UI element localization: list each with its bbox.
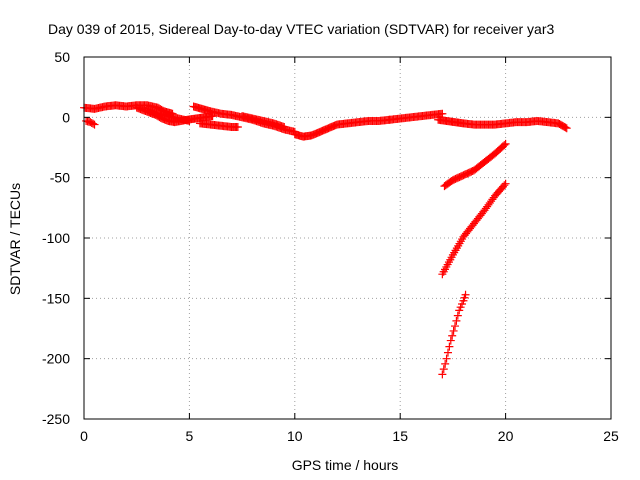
data-point — [185, 116, 194, 125]
x-axis-title: GPS time / hours — [292, 457, 399, 473]
data-point — [451, 322, 460, 331]
data-point — [501, 179, 510, 188]
y-tick-label: 0 — [62, 109, 70, 125]
data-point — [280, 122, 289, 131]
data-point — [445, 342, 454, 351]
data-point — [443, 348, 452, 357]
x-tick-label: 15 — [392, 428, 408, 444]
tick-labels: 0 5 10 15 20 25 -250 -200 -150 -100 -50 0 50 — [42, 49, 619, 444]
data-point — [448, 331, 457, 340]
chart-title: Day 039 of 2015, Sidereal Day-to-day VTE… — [48, 21, 554, 37]
data-point — [446, 336, 455, 345]
data-point — [500, 141, 509, 150]
y-tick-label: -50 — [50, 170, 70, 186]
data-point — [562, 124, 571, 133]
data-point — [233, 122, 242, 131]
data-point — [438, 370, 447, 379]
data-point — [89, 119, 98, 128]
data-point — [452, 316, 461, 325]
data-points — [80, 101, 571, 379]
y-tick-label: -250 — [42, 411, 70, 427]
data-point — [501, 139, 510, 148]
data-point — [453, 311, 462, 320]
data-point — [561, 123, 570, 132]
ticks — [83, 56, 612, 420]
y-axis-title: SDTVAR / TECUs — [7, 183, 23, 295]
data-point — [438, 109, 447, 118]
data-point — [461, 290, 470, 299]
y-tick-label: 50 — [54, 49, 70, 65]
data-point — [442, 354, 451, 363]
data-point — [439, 365, 448, 374]
x-tick-label: 5 — [186, 428, 194, 444]
y-tick-label: -100 — [42, 230, 70, 246]
data-point — [500, 181, 509, 190]
x-tick-label: 20 — [498, 428, 514, 444]
data-point — [90, 120, 99, 129]
y-tick-label: -150 — [42, 290, 70, 306]
x-tick-label: 0 — [80, 428, 88, 444]
data-point — [449, 326, 458, 335]
data-point — [441, 359, 450, 368]
x-tick-label: 10 — [287, 428, 303, 444]
x-tick-label: 25 — [603, 428, 619, 444]
y-tick-label: -200 — [42, 351, 70, 367]
